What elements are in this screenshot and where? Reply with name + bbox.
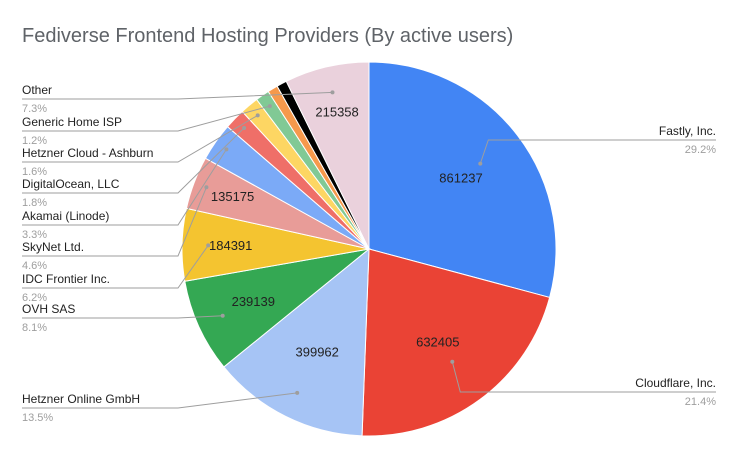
leader-dot	[267, 104, 272, 109]
slice-name-label: Generic Home ISP	[22, 115, 122, 129]
leader-line	[22, 392, 298, 409]
leader-dot	[220, 313, 225, 318]
slice-name-label: Fastly, Inc.	[659, 124, 716, 138]
leader-dot	[478, 161, 483, 166]
slice-name-label: OVH SAS	[22, 302, 75, 316]
leader-line	[22, 245, 209, 289]
pie-slice	[285, 61, 370, 250]
slice-percent-label: 7.3%	[22, 103, 47, 115]
slice-name-label: SkyNet Ltd.	[22, 240, 84, 254]
slice-name-label: Hetzner Cloud - Ashburn	[22, 146, 153, 160]
chart-title: Fediverse Frontend Hosting Providers (By…	[22, 25, 513, 47]
slice-percent-label: 1.6%	[22, 166, 47, 178]
slice-value-label: 135175	[211, 189, 254, 204]
leader-line	[22, 105, 270, 132]
slice-percent-label: 1.8%	[22, 197, 47, 209]
leader-line	[22, 91, 333, 100]
leader-dot	[242, 126, 247, 130]
slice-percent-label: 1.2%	[22, 135, 47, 147]
leader-line	[479, 139, 716, 164]
pie-slice	[368, 61, 557, 299]
leader-dot	[224, 147, 229, 152]
pie-slice	[361, 248, 551, 437]
slice-value-label: 184391	[209, 238, 252, 253]
leader-line	[22, 315, 223, 319]
slice-value-label: 215358	[315, 104, 358, 119]
slice-percent-label: 8.1%	[22, 322, 47, 334]
leader-dot	[206, 243, 211, 248]
slice-value-label: 399962	[296, 345, 339, 360]
leader-line	[22, 127, 245, 194]
slice-percent-label: 6.2%	[22, 292, 47, 304]
leader-line	[22, 149, 227, 226]
slice-percent-label: 3.3%	[22, 229, 47, 241]
leader-dot	[255, 113, 260, 118]
slice-value-label: 861237	[439, 170, 482, 185]
slice-value-label: 239139	[232, 294, 275, 309]
slice-name-label: IDC Frontier Inc.	[22, 272, 110, 286]
leader-dot	[450, 359, 455, 364]
slice-name-label: DigitalOcean, LLC	[22, 177, 120, 191]
leader-line	[451, 361, 716, 393]
leader-dot	[204, 185, 209, 190]
slice-name-label: Akamai (Linode)	[22, 209, 109, 223]
pie-slice	[223, 247, 370, 437]
slice-name-label: Hetzner Online GmbH	[22, 392, 140, 406]
slice-percent-label: 21.4%	[685, 396, 716, 408]
slice-percent-label: 13.5%	[22, 412, 53, 424]
slice-name-label: Cloudflare, Inc.	[635, 376, 716, 390]
slice-percent-label: 29.2%	[685, 144, 716, 156]
leader-line	[22, 187, 207, 257]
pie-slice	[184, 248, 371, 368]
slice-percent-label: 4.6%	[22, 260, 47, 272]
leader-line	[22, 114, 258, 163]
leader-dot	[295, 390, 300, 395]
leader-dot	[330, 90, 335, 95]
slice-value-label: 632405	[416, 334, 459, 349]
slice-name-label: Other	[22, 83, 52, 97]
